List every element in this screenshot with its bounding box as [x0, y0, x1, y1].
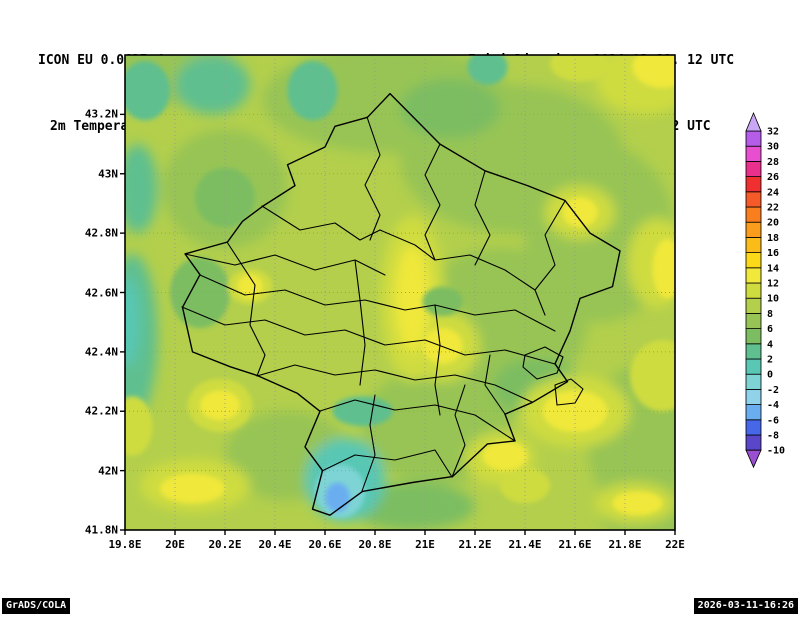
colorbar-label: 8	[767, 309, 773, 320]
colorbar-cap-below	[745, 449, 762, 469]
colorbar-label: -10	[767, 446, 785, 457]
colorbar-label: 10	[767, 294, 779, 305]
municipality-border	[554, 378, 584, 406]
municipality-border	[451, 384, 466, 478]
colorbar-segment	[745, 343, 762, 360]
municipality-border	[261, 205, 381, 241]
colorbar-label: 20	[767, 218, 779, 229]
x-axis-label: 20E	[165, 538, 185, 551]
colorbar-label: 18	[767, 233, 779, 244]
municipality-border	[321, 449, 453, 478]
colorbar-segment	[745, 282, 762, 299]
municipality-border	[199, 274, 556, 332]
y-axis-label: 43.2N	[84, 107, 118, 121]
axis-ticks	[120, 113, 676, 535]
colorbar-label: 22	[767, 203, 779, 214]
municipality-border	[379, 229, 536, 291]
x-axis-label: 20.2E	[208, 538, 242, 551]
colorbar-label: 12	[767, 279, 779, 290]
creation-timestamp: 2026-03-11-16:26	[693, 598, 798, 614]
municipality-border	[184, 253, 386, 276]
colorbar-segment	[745, 161, 762, 178]
colorbar-label: -4	[767, 400, 779, 411]
colorbar-segment	[745, 373, 762, 390]
colorbar-segment	[745, 388, 762, 405]
temperature-field-map	[120, 54, 676, 535]
colorbar-label: 30	[767, 142, 779, 153]
municipality-border	[534, 200, 566, 316]
municipality-border	[434, 304, 441, 416]
x-axis-label: 21.4E	[508, 538, 542, 551]
municipality-border	[181, 306, 556, 365]
colorbar-segment	[745, 252, 762, 269]
y-axis-label: 43N	[98, 167, 118, 181]
colorbar-segment	[745, 176, 762, 193]
municipality-border	[226, 241, 266, 377]
y-axis-label: 42.6N	[84, 286, 118, 299]
x-axis-label: 21.6E	[558, 538, 592, 551]
municipality-border	[361, 394, 376, 492]
colorbar-segment	[745, 237, 762, 254]
colorbar-label: 2	[767, 355, 773, 366]
colorbar-label: -8	[767, 431, 779, 442]
y-axis-label: 42.2N	[84, 404, 118, 418]
x-axis-label: 20.4E	[258, 538, 292, 551]
y-axis-label: 41.8N	[84, 523, 118, 537]
colorbar-segment	[745, 130, 762, 147]
colorbar-label: -2	[767, 385, 779, 396]
colorbar-label: 32	[767, 127, 779, 138]
colorbar-scale	[745, 111, 762, 469]
colorbar-label: 14	[767, 263, 779, 274]
x-axis-label: 20.6E	[308, 538, 342, 551]
y-axis-label: 42.8N	[84, 226, 118, 240]
municipality-border	[522, 346, 564, 380]
political-borders	[181, 92, 621, 516]
municipality-border	[319, 399, 516, 442]
colorbar-segment	[745, 312, 762, 329]
municipality-border	[474, 170, 491, 266]
y-axis-label: 42.4N	[84, 345, 118, 359]
colorbar-label: -6	[767, 415, 779, 426]
colorbar-segment	[745, 434, 762, 451]
colorbar-label: 24	[767, 187, 779, 198]
x-axis-label: 21E	[415, 538, 435, 551]
x-axis-label: 20.8E	[358, 538, 392, 551]
colorbar-cap-above	[745, 111, 762, 132]
colorbar-label: 26	[767, 172, 779, 183]
municipality-border	[484, 354, 506, 415]
grads-credit: GrADS/COLA	[2, 598, 71, 614]
colorbar-segment	[745, 206, 762, 223]
x-axis-label: 21.8E	[608, 538, 642, 551]
colorbar-segment	[745, 191, 762, 208]
municipality-border	[256, 364, 533, 403]
colorbar-segment	[745, 267, 762, 284]
colorbar-segment	[745, 145, 762, 162]
x-axis-label: 19.8E	[108, 538, 142, 551]
colorbar-segment	[745, 328, 762, 345]
colorbar-label: 16	[767, 248, 779, 259]
temperature-shading	[125, 55, 675, 530]
x-axis-label: 22E	[665, 538, 685, 551]
colorbar-segment	[745, 404, 762, 421]
x-axis-label: 21.2E	[458, 538, 492, 551]
country-outline	[181, 92, 621, 516]
municipality-border	[354, 259, 366, 386]
colorbar-segment	[745, 358, 762, 375]
colorbar-segment	[745, 419, 762, 436]
colorbar-label: 4	[767, 339, 773, 350]
colorbar-label: 6	[767, 324, 773, 335]
colorbar-segment	[745, 297, 762, 314]
municipality-border	[364, 116, 381, 241]
municipality-border	[424, 143, 441, 261]
colorbar-segment	[745, 221, 762, 238]
colorbar-label: 28	[767, 157, 779, 168]
y-axis-label: 42N	[98, 464, 118, 478]
colorbar-label: 0	[767, 370, 773, 381]
